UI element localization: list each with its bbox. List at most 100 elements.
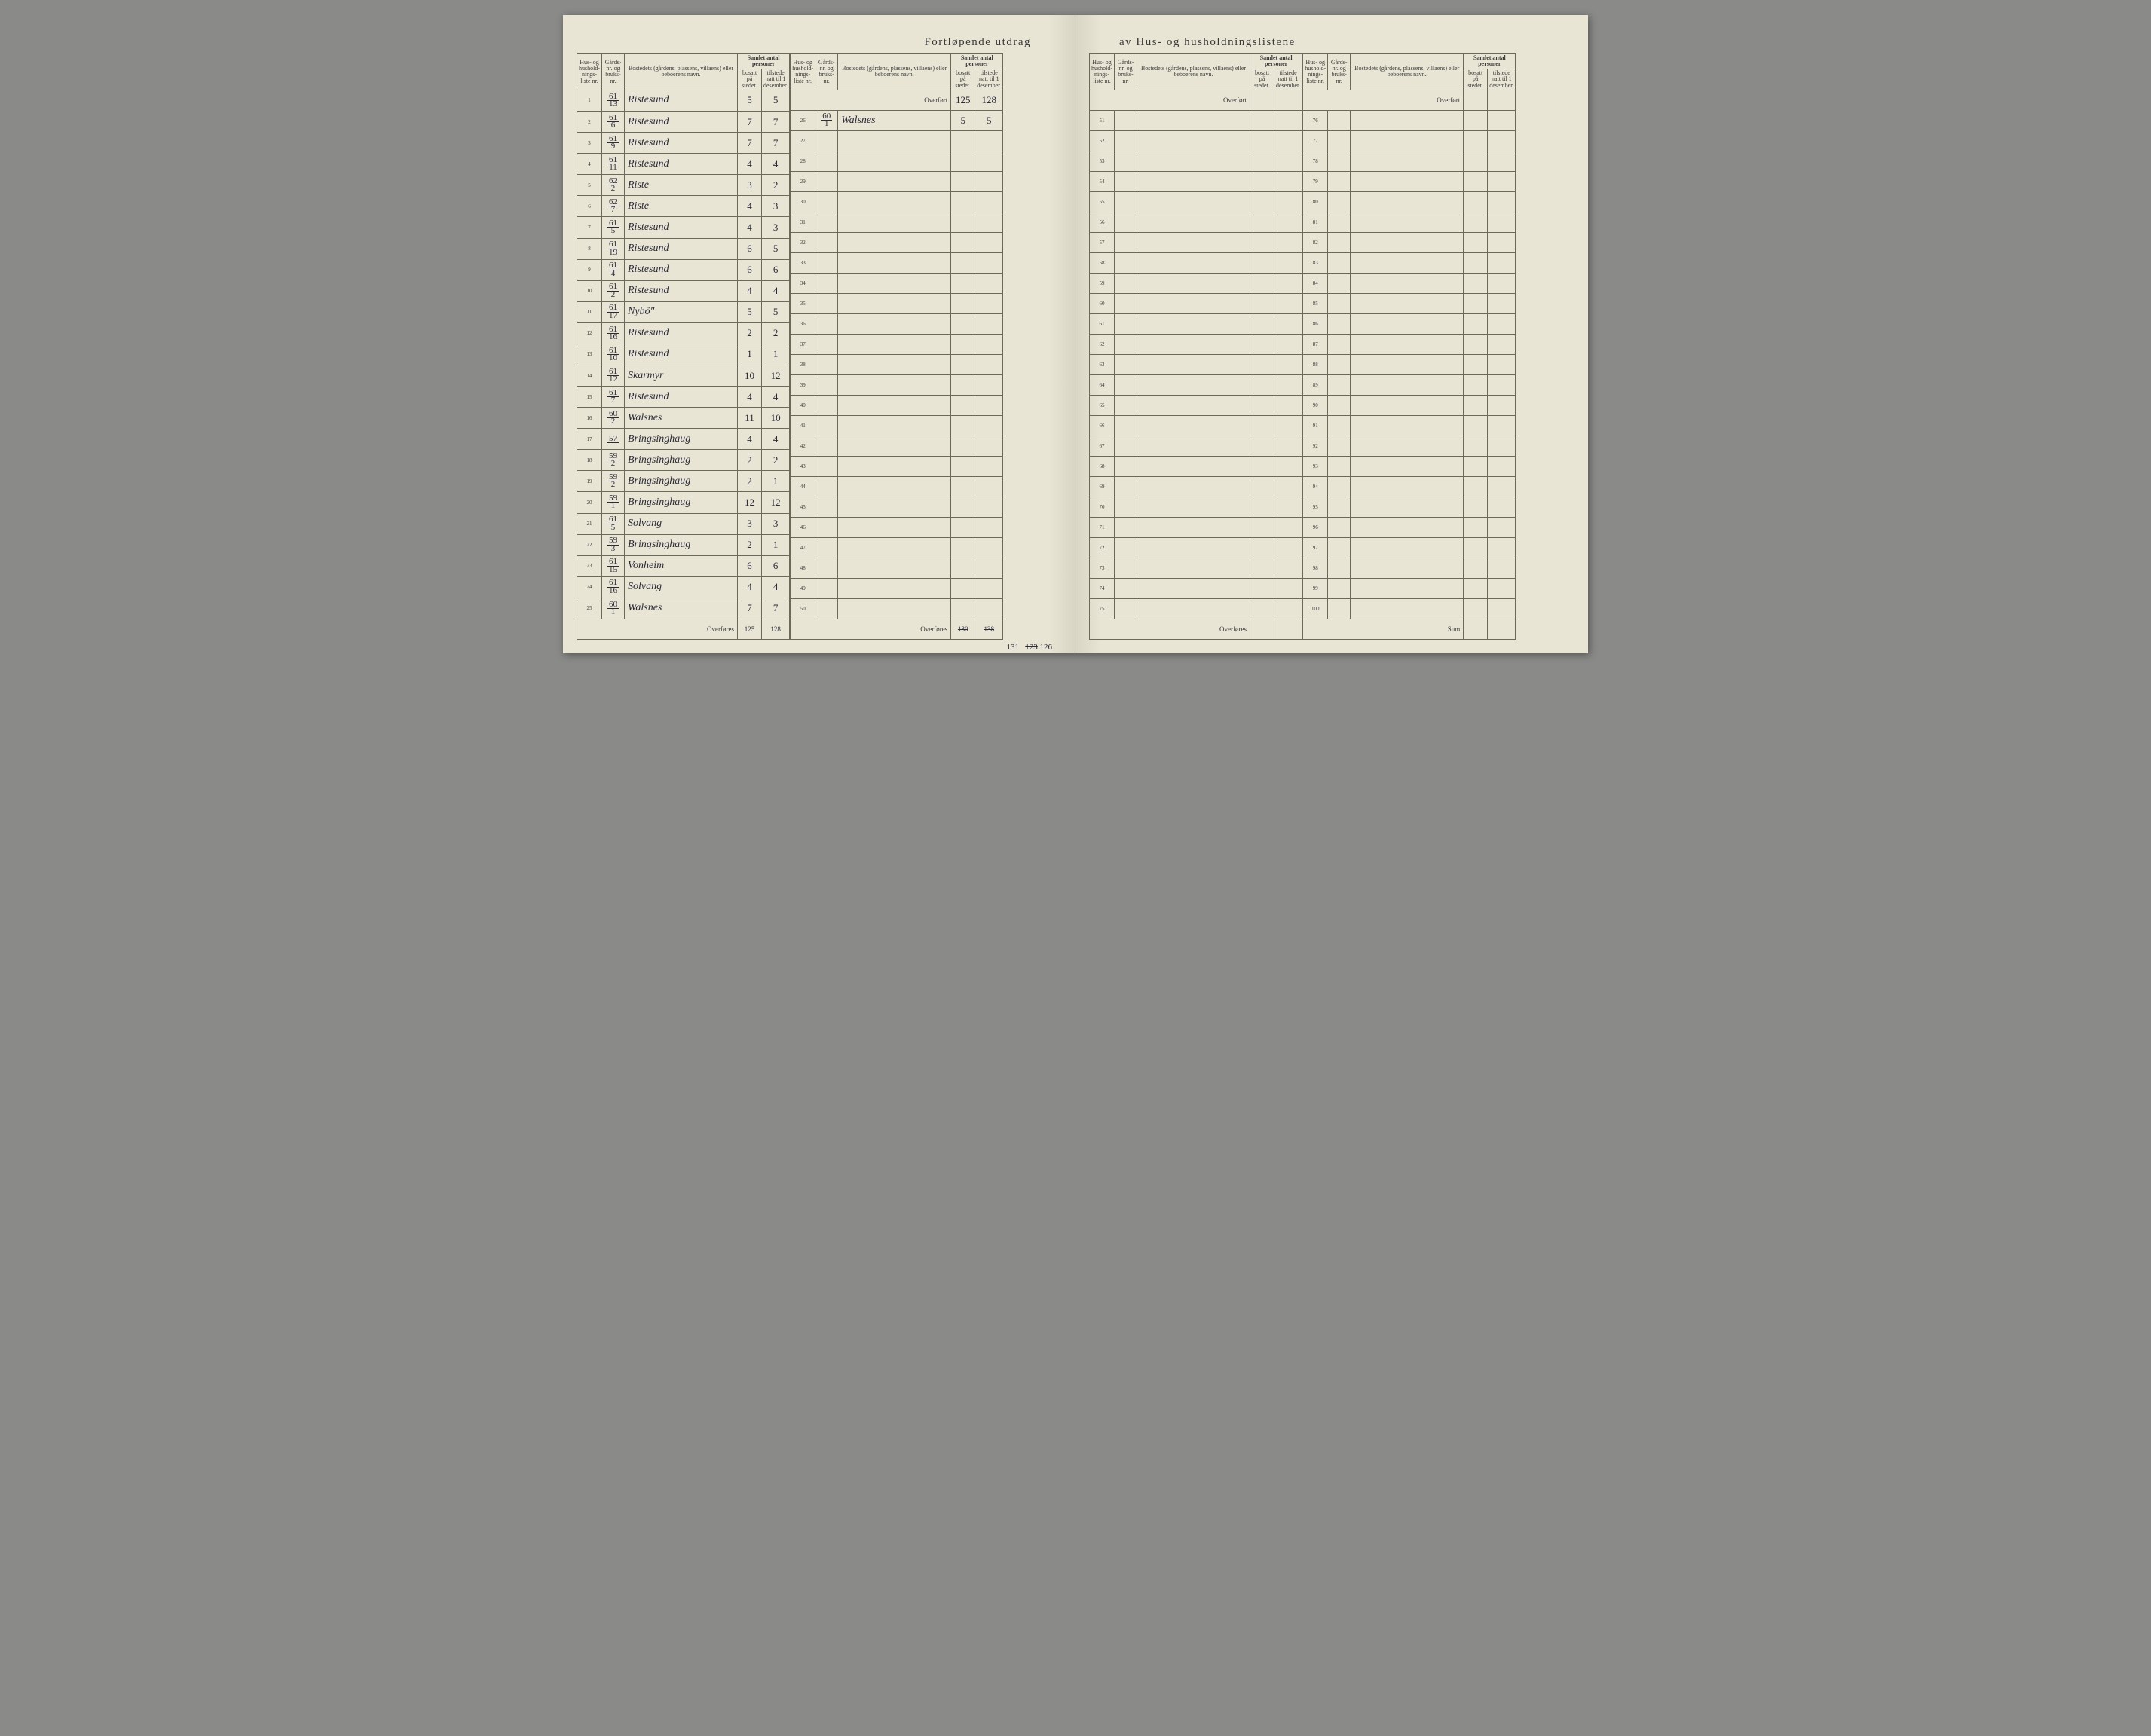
cell-liste-nr: 8 [577, 238, 602, 259]
cell-tilstede [975, 517, 1003, 537]
cell-bosatt [951, 191, 975, 212]
cell-gards-nr: 627 [602, 196, 625, 217]
table-row: 70 [1090, 497, 1302, 517]
cell-bosted [1137, 578, 1250, 598]
cell-liste-nr: 21 [577, 513, 602, 534]
cell-liste-nr: 78 [1303, 151, 1328, 171]
cell-tilstede [1488, 354, 1516, 374]
cell-liste-nr: 6 [577, 196, 602, 217]
table-row: 85 [1303, 293, 1516, 313]
carried-bosatt: 125 [951, 90, 975, 110]
cell-bosatt [951, 598, 975, 619]
cell-bosted [1351, 212, 1464, 232]
cell-bosatt [951, 354, 975, 374]
cell-gards-nr: 6115 [602, 555, 625, 576]
cell-gards-nr: 615 [602, 217, 625, 238]
cell-bosatt: 7 [738, 133, 762, 154]
cell-bosatt: 6 [738, 555, 762, 576]
cell-tilstede: 3 [762, 513, 790, 534]
table-row: 18592Bringsinghaug22 [577, 450, 790, 471]
cell-gards-nr [815, 436, 838, 456]
cell-gards-nr: 6110 [602, 344, 625, 365]
cell-bosted [1351, 415, 1464, 436]
cell-gards-nr [1115, 374, 1137, 395]
cell-liste-nr: 11 [577, 301, 602, 322]
cell-bosatt [1250, 273, 1274, 293]
cell-liste-nr: 90 [1303, 395, 1328, 415]
table-row: 90 [1303, 395, 1516, 415]
cell-gards-nr [1328, 334, 1351, 354]
cell-bosatt [1464, 212, 1488, 232]
cell-gards-nr [815, 578, 838, 598]
table-row: 73 [1090, 558, 1302, 578]
overfores-row-3: Overføres [1090, 619, 1302, 639]
cell-gards-nr: 601 [602, 598, 625, 619]
cell-bosatt [1464, 578, 1488, 598]
cell-gards-nr: 616 [602, 112, 625, 133]
table-row: 88 [1303, 354, 1516, 374]
cell-gards-nr [815, 374, 838, 395]
cell-liste-nr: 66 [1090, 415, 1115, 436]
cell-tilstede: 12 [762, 365, 790, 386]
cell-liste-nr: 79 [1303, 171, 1328, 191]
cell-gards-nr [815, 456, 838, 476]
cell-gards-nr: 57 [602, 429, 625, 450]
table-row: 66 [1090, 415, 1302, 436]
cell-liste-nr: 82 [1303, 232, 1328, 252]
cell-bosatt [1464, 456, 1488, 476]
cell-liste-nr: 47 [791, 537, 815, 558]
cell-bosted: Ristesund [625, 217, 738, 238]
cell-tilstede [1274, 252, 1302, 273]
cell-tilstede: 2 [762, 450, 790, 471]
table-row: 31 [791, 212, 1003, 232]
table-row: 48 [791, 558, 1003, 578]
cell-bosted: Solvang [625, 513, 738, 534]
cell-gards-nr: 591 [602, 492, 625, 513]
cell-bosted [838, 354, 951, 374]
table-row: 35 [791, 293, 1003, 313]
cell-liste-nr: 96 [1303, 517, 1328, 537]
cell-bosted [838, 130, 951, 151]
cell-bosted [1137, 558, 1250, 578]
cell-gards-nr [1115, 130, 1137, 151]
cell-liste-nr: 16 [577, 408, 602, 429]
cell-liste-nr: 24 [577, 576, 602, 598]
table-row: 116117Nybö"55 [577, 301, 790, 322]
cell-bosted [1137, 273, 1250, 293]
cell-bosatt [951, 252, 975, 273]
table-row: 28 [791, 151, 1003, 171]
cell-liste-nr: 22 [577, 534, 602, 555]
cell-bosted: Ristesund [625, 133, 738, 154]
table-row: 64 [1090, 374, 1302, 395]
cell-bosatt [1464, 436, 1488, 456]
cell-gards-nr [815, 232, 838, 252]
cell-bosatt: 4 [738, 196, 762, 217]
cell-gards-nr [1115, 252, 1137, 273]
cell-bosatt [1464, 191, 1488, 212]
cell-liste-nr: 91 [1303, 415, 1328, 436]
table-row: 136110Ristesund11 [577, 344, 790, 365]
header-tilstede: tilstede natt til 1 desember. [975, 69, 1003, 90]
cell-liste-nr: 5 [577, 175, 602, 196]
cell-liste-nr: 69 [1090, 476, 1115, 497]
cell-liste-nr: 31 [791, 212, 815, 232]
cell-bosted [1137, 537, 1250, 558]
cell-liste-nr: 12 [577, 322, 602, 344]
cell-liste-nr: 65 [1090, 395, 1115, 415]
cell-tilstede: 5 [975, 110, 1003, 130]
cell-liste-nr: 56 [1090, 212, 1115, 232]
cell-bosatt [951, 212, 975, 232]
cell-tilstede [1488, 598, 1516, 619]
table-row: 94 [1303, 476, 1516, 497]
sum-bosatt-1: 125 [738, 619, 762, 639]
cell-bosatt [951, 537, 975, 558]
cell-gards-nr [1328, 252, 1351, 273]
cell-bosatt [1464, 354, 1488, 374]
cell-bosted [1351, 334, 1464, 354]
table-row: 99 [1303, 578, 1516, 598]
cell-bosatt [951, 273, 975, 293]
cell-bosted [1351, 476, 1464, 497]
cell-tilstede [975, 334, 1003, 354]
header-bosted: Bostedets (gårdens, plassens, villaens) … [1137, 54, 1250, 90]
cell-bosatt [1464, 476, 1488, 497]
